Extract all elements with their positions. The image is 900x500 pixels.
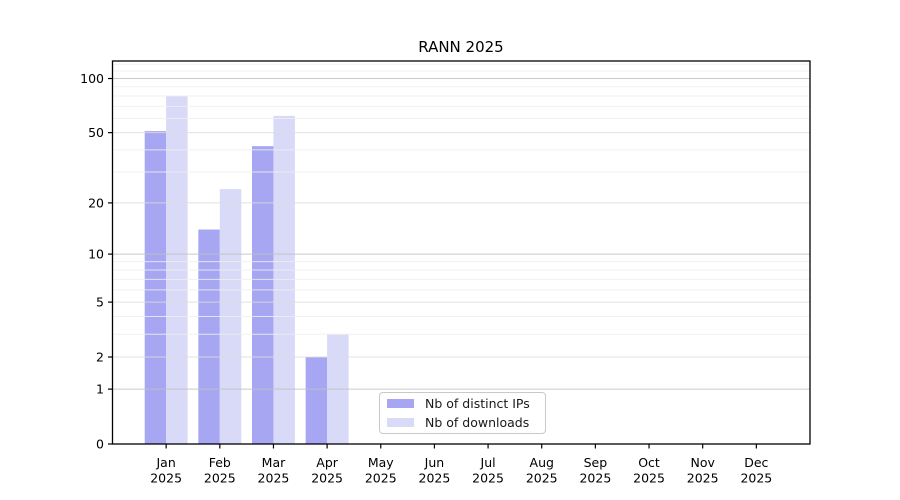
- bar-distinct-ips-apr: [305, 356, 328, 444]
- legend-item-distinct-ips: Nb of distinct IPs: [387, 396, 538, 412]
- x-tick-label-month-sep: Sep: [584, 455, 608, 470]
- x-tick-label-year-jan: 2025: [150, 471, 182, 486]
- x-tick-label-year-mar: 2025: [258, 471, 290, 486]
- x-tick-label-month-may: May: [368, 455, 394, 470]
- y-tick-label-2: 2: [96, 349, 104, 364]
- bar-distinct-ips-jan: [144, 131, 167, 445]
- legend: Nb of distinct IPs Nb of downloads: [379, 392, 546, 434]
- downloads-swatch: [387, 418, 414, 427]
- x-tick-label-month-feb: Feb: [209, 455, 231, 470]
- legend-label-distinct-ips: Nb of distinct IPs: [425, 396, 530, 411]
- x-tick-label-year-apr: 2025: [311, 471, 343, 486]
- x-tick-label-month-jun: Jun: [424, 455, 445, 470]
- y-tick-label-100: 100: [80, 71, 104, 86]
- x-tick-label-year-nov: 2025: [687, 471, 719, 486]
- x-tick-label-year-sep: 2025: [579, 471, 611, 486]
- distinct-ips-swatch: [387, 399, 414, 408]
- chart-title: RANN 2025: [418, 38, 504, 56]
- x-tick-label-month-nov: Nov: [690, 455, 715, 470]
- x-tick-label-year-jun: 2025: [419, 471, 451, 486]
- x-tick-label-year-may: 2025: [365, 471, 397, 486]
- y-tick-label-10: 10: [88, 247, 104, 262]
- y-tick-label-50: 50: [88, 125, 104, 140]
- x-tick-label-year-oct: 2025: [633, 471, 665, 486]
- x-tick-label-year-aug: 2025: [526, 471, 558, 486]
- x-tick-label-year-jul: 2025: [472, 471, 504, 486]
- y-tick-label-20: 20: [88, 195, 104, 210]
- bar-downloads-mar: [273, 115, 295, 444]
- y-tick-label-1: 1: [96, 382, 104, 397]
- x-tick-label-month-dec: Dec: [744, 455, 768, 470]
- x-tick-label-year-feb: 2025: [204, 471, 236, 486]
- x-tick-label-month-mar: Mar: [262, 455, 286, 470]
- y-tick-label-5: 5: [96, 295, 104, 310]
- legend-label-downloads: Nb of downloads: [425, 415, 530, 430]
- axes-spines: [111, 60, 811, 445]
- x-tick-label-year-dec: 2025: [740, 471, 772, 486]
- legend-item-downloads: Nb of downloads: [387, 415, 538, 431]
- x-tick-label-month-oct: Oct: [638, 455, 660, 470]
- x-tick-label-month-aug: Aug: [530, 455, 554, 470]
- x-tick-label-month-jul: Jul: [480, 455, 496, 470]
- bar-distinct-ips-feb: [198, 229, 220, 444]
- x-tick-label-month-apr: Apr: [316, 455, 338, 470]
- y-tick-label-0: 0: [96, 437, 104, 452]
- x-tick-label-month-jan: Jan: [156, 455, 176, 470]
- bar-distinct-ips-mar: [252, 146, 274, 444]
